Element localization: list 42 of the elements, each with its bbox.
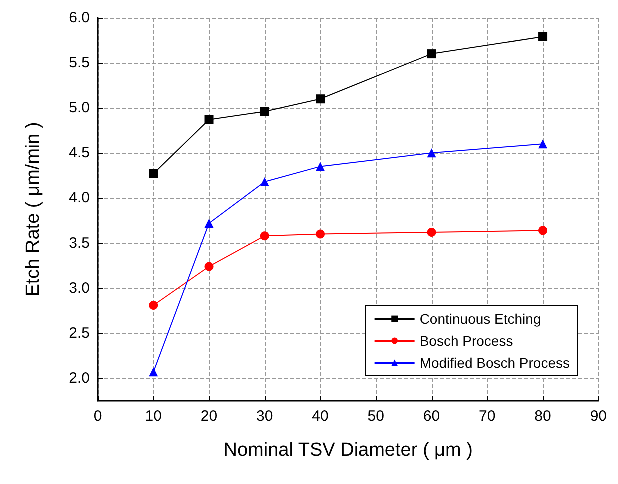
point [316, 162, 326, 172]
x-tick-label: 70 [479, 408, 496, 425]
point [427, 148, 436, 158]
point [260, 232, 270, 241]
y-tick-label: 5.0 [69, 100, 90, 117]
y-tick-label: 2.0 [69, 370, 90, 387]
x-axis-title: Nominal TSV Diameter ( μm ) [224, 440, 473, 461]
point [538, 140, 548, 149]
point [427, 50, 436, 59]
point [316, 94, 326, 104]
y-tick-label: 4.0 [69, 190, 90, 207]
y-tick-label: 6.0 [69, 10, 90, 26]
point [538, 226, 548, 236]
y-tick-label: 2.5 [69, 324, 90, 342]
point [204, 115, 214, 124]
point [149, 169, 158, 178]
legend-label: Continuous Etching [420, 311, 542, 327]
x-tick-label: 50 [368, 408, 384, 425]
point [204, 262, 214, 272]
legend-label: Modified Bosch Process [420, 355, 570, 371]
point [149, 368, 158, 377]
point [260, 178, 270, 187]
y-tick-label: 3.5 [69, 234, 90, 252]
x-tick-label: 40 [312, 408, 329, 425]
x-tick-label: 60 [423, 408, 440, 425]
legend-label: Bosch Process [420, 333, 514, 349]
point [427, 228, 436, 237]
x-tick-label: 0 [94, 408, 102, 425]
y-tick-label: 4.5 [69, 144, 90, 162]
y-axis-title: Etch Rate ( μm/min ) [23, 122, 44, 297]
x-tick-label: 20 [200, 408, 218, 425]
point [260, 107, 270, 116]
point [149, 300, 158, 310]
x-tick-label: 80 [534, 408, 552, 425]
y-tick-label: 3.0 [69, 280, 90, 297]
point [316, 230, 326, 239]
x-tick-label: 10 [145, 408, 162, 425]
y-tick-label: 5.5 [69, 54, 90, 72]
point [204, 218, 214, 228]
x-tick-label: 90 [590, 408, 607, 425]
x-tick-label: 30 [256, 408, 274, 425]
point [538, 32, 548, 42]
